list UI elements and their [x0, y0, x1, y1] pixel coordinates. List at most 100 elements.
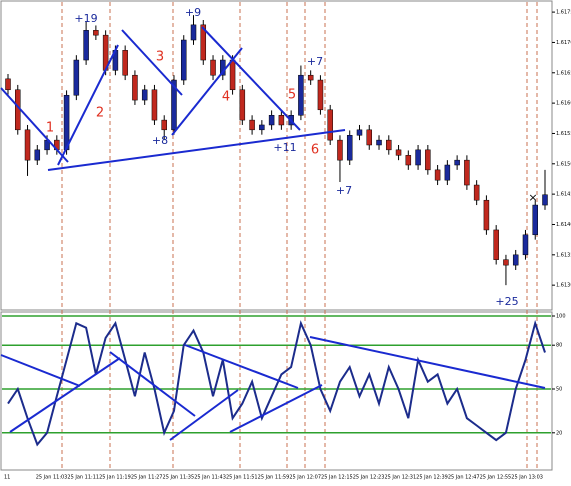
candle-body [444, 164, 451, 181]
candle-body [180, 39, 187, 81]
candle-body [376, 139, 382, 146]
x-tick-label: 25 Jan 11:19 [99, 475, 131, 481]
y-tick-label: 100 [556, 314, 566, 320]
candle-body [307, 74, 314, 81]
candle-body [503, 259, 509, 266]
candle-body [249, 119, 255, 131]
annotation: +7 [336, 184, 352, 197]
candle-body [278, 115, 285, 126]
trend-line [229, 384, 323, 433]
trend-lines [0, 26, 546, 441]
trend-line [121, 29, 183, 96]
candle-body [405, 155, 412, 166]
candle-body [512, 254, 519, 266]
candle-body [268, 115, 275, 126]
trend-line [169, 389, 239, 441]
candle-body [132, 74, 138, 101]
x-tick-label: 25 Jan 12:23 [353, 475, 385, 481]
candle-body [415, 149, 421, 166]
candle-body [83, 30, 89, 61]
candle-body [327, 109, 333, 141]
y-tick-label: 1.6170 [556, 40, 571, 46]
candle-body [151, 89, 158, 121]
annotation: +8 [152, 134, 168, 147]
candle-body [473, 184, 480, 201]
y-tick-label: 50 [556, 387, 562, 393]
y-tick-label: 1.6130 [556, 283, 571, 289]
candle-body [464, 159, 470, 186]
x-tick-label: 25 Jan 12:07 [289, 475, 321, 481]
oscillator-panel [0, 311, 553, 471]
annotation: +11 [273, 141, 296, 154]
candle-body [493, 229, 499, 260]
candle-body [34, 149, 41, 161]
trend-line [57, 44, 119, 166]
candle-body [356, 129, 363, 136]
x-tick-label: 25 Jan 11:35 [163, 475, 195, 481]
y-tick-label: 1.6175 [556, 10, 571, 16]
trend-line [171, 47, 243, 136]
candle-body [141, 89, 148, 101]
wave-label: 2 [96, 106, 104, 121]
candle-body [259, 124, 265, 131]
candle-body [190, 24, 197, 41]
x-tick-label: 25 Jan 12:31 [384, 475, 416, 481]
candle-body [366, 129, 373, 146]
wave-label: 1 [46, 121, 54, 136]
candle-body [542, 194, 548, 206]
x-tick-label: 25 Jan 12:39 [416, 475, 448, 481]
candle-body [210, 59, 216, 76]
annotation: × [528, 191, 537, 204]
x-tick-label: 25 Jan 11:59 [258, 475, 290, 481]
wave-label: 6 [311, 143, 319, 158]
candle-body [532, 204, 538, 236]
candle-body [171, 79, 177, 131]
oscillator-line [7, 319, 546, 447]
trend-line [0, 354, 81, 387]
candle-body [483, 199, 490, 231]
x-tick-label: 25 Jan 11:11 [67, 475, 99, 481]
annotation: +9 [185, 6, 201, 19]
annotation: +25 [495, 295, 518, 308]
y-tick-label: 1.6150 [556, 161, 571, 167]
candle-body [63, 94, 70, 151]
y-tick-label: 1.6165 [556, 70, 571, 76]
trend-line [309, 336, 546, 389]
x-tick-label: 25 Jan 11:27 [131, 475, 163, 481]
y-tick-label: 1.6160 [556, 101, 571, 107]
candle-body [522, 234, 529, 256]
candle-body [200, 24, 207, 61]
wave-label: 3 [156, 50, 164, 65]
x-tick-label: 25 Jan 12:15 [321, 475, 353, 481]
candle-body [5, 78, 11, 91]
grid-layer [2, 11, 555, 434]
candle-body [454, 159, 460, 166]
annotation: +7 [307, 55, 323, 68]
trend-line [47, 129, 346, 171]
candle-body [434, 169, 441, 181]
candle-body [386, 139, 392, 151]
candle-body [346, 135, 353, 161]
wave-label: 5 [288, 88, 296, 103]
trend-line [109, 351, 196, 417]
x-tick-label: 11 [4, 475, 10, 481]
annotations: +19 +9 +7 +8 +11 +7 +25 × 1 2 3 4 5 6 [46, 6, 538, 308]
x-tick-label: 25 Jan 13:03 [511, 475, 543, 481]
candle-body [122, 50, 128, 76]
candle-body [73, 59, 80, 96]
y-tick-label: 1.6155 [556, 131, 571, 137]
y-tick-label: 80 [556, 343, 562, 349]
trend-line [201, 26, 301, 131]
candle-body [395, 149, 402, 156]
candle-body [317, 79, 324, 111]
candle-body [229, 59, 236, 91]
x-tick-label: 25 Jan 12:55 [480, 475, 512, 481]
mark-layer [5, 15, 548, 447]
x-tick-label: 25 Jan 12:47 [448, 475, 480, 481]
candle-body [239, 89, 246, 121]
annotation: +19 [74, 12, 97, 25]
y-tick-label: 20 [556, 430, 562, 436]
y-tick-label: 1.6135 [556, 252, 571, 258]
candle-body [298, 74, 304, 116]
